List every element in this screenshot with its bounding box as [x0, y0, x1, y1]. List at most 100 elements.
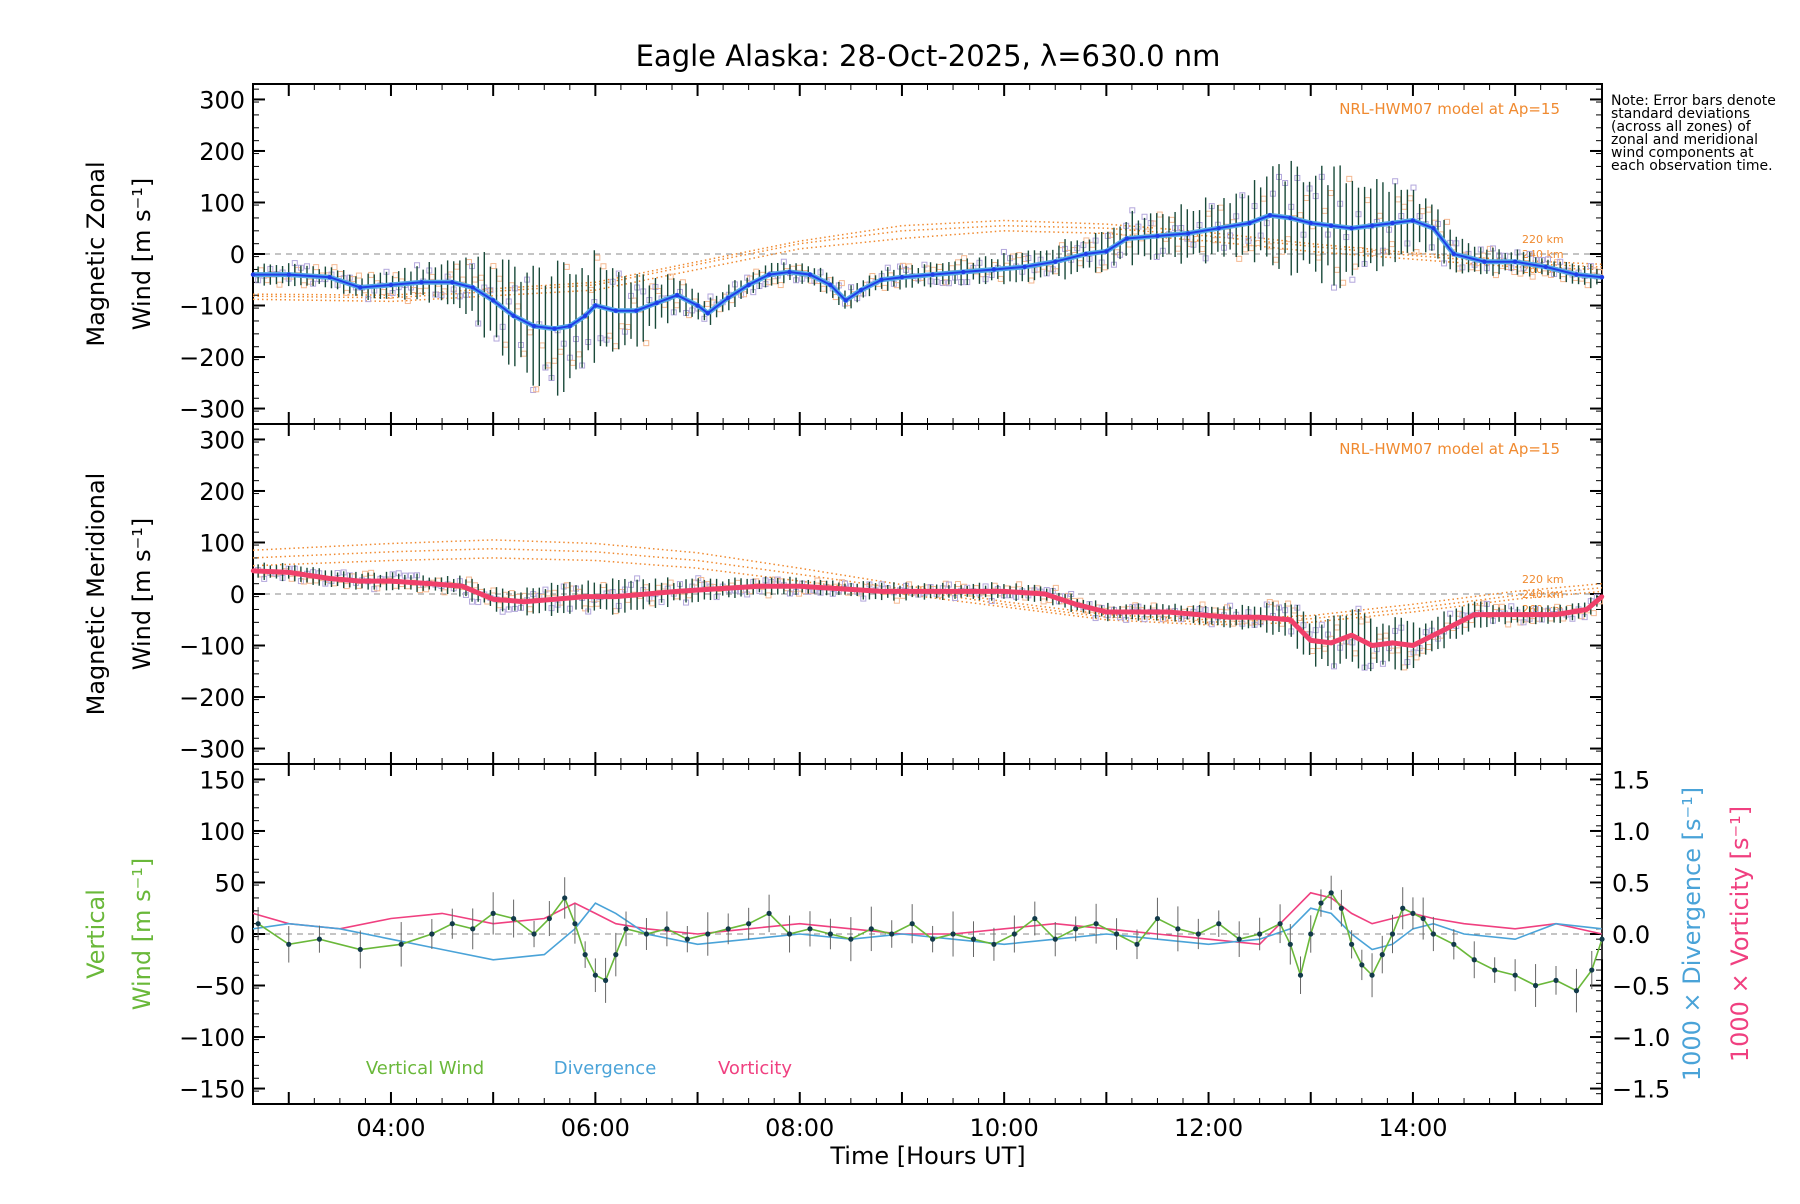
zone-point [1199, 601, 1206, 608]
data-point [1308, 220, 1313, 226]
data-point [1308, 931, 1314, 937]
zone-point [1334, 624, 1341, 631]
data-point [1113, 931, 1120, 937]
y-tick-label: −200 [179, 684, 245, 712]
data-point [1165, 609, 1170, 615]
zone-point [557, 348, 564, 355]
model-line-1 [252, 547, 1603, 624]
zone-point [569, 585, 576, 592]
data-point [1599, 274, 1605, 280]
data-point [797, 584, 802, 589]
observations-meridional [255, 562, 1603, 672]
zone-point [1401, 203, 1408, 210]
series-line-zonal-core [253, 214, 1603, 330]
zone-point [1425, 644, 1432, 651]
zone-point [1444, 218, 1451, 225]
data-point [674, 293, 680, 298]
zone-point [1358, 618, 1365, 625]
zone-point [1560, 276, 1567, 283]
data-point [327, 576, 332, 581]
data-point [1441, 627, 1446, 633]
data-point [250, 568, 256, 574]
zone-point [771, 278, 778, 285]
zone-point [582, 605, 589, 612]
data-point [490, 596, 496, 602]
zone-point [1389, 241, 1396, 248]
y-tick-label: −100 [179, 633, 245, 661]
data-point [970, 936, 977, 942]
zone-point [1016, 252, 1023, 259]
y2-tick-label: 1.0 [1612, 818, 1650, 846]
x-tick-label: 10:00 [970, 1114, 1039, 1142]
y-tick-label: 200 [199, 478, 245, 506]
data-point [1154, 915, 1161, 922]
data-point [920, 589, 925, 594]
data-point [546, 915, 552, 922]
y-tick-label: 100 [199, 189, 245, 217]
zone-point [508, 590, 515, 597]
zone-point [1352, 263, 1359, 270]
zone-point [1217, 204, 1224, 211]
data-point [1247, 220, 1252, 226]
data-point [450, 280, 455, 285]
data-point [1390, 220, 1395, 226]
data-point [991, 267, 997, 272]
y-tick-label: 150 [199, 766, 245, 794]
zone-point [514, 303, 521, 310]
data-point [1216, 921, 1222, 927]
data-point [1573, 988, 1580, 994]
zone-point [520, 350, 527, 357]
data-point [1532, 982, 1539, 989]
zone-point [472, 582, 479, 589]
y-tick-label: −50 [194, 973, 245, 1001]
data-point [1328, 890, 1334, 896]
data-point [490, 298, 496, 303]
data-point [552, 326, 557, 331]
y-tick-label: 0 [230, 921, 245, 949]
data-point [255, 921, 261, 927]
zone-point [1175, 245, 1182, 252]
zone-point [307, 278, 314, 285]
zone-point [1321, 207, 1328, 214]
data-point [398, 941, 404, 947]
data-point [715, 586, 721, 592]
y2-tick-label: 0.5 [1612, 869, 1650, 897]
zone-point [1364, 616, 1371, 623]
data-point [899, 274, 905, 280]
zone-point [417, 587, 424, 594]
legend-item-2: Vorticity [718, 1058, 792, 1079]
zone-point [612, 343, 619, 350]
data-point [1472, 612, 1477, 617]
data-point [1349, 941, 1355, 947]
data-point [1584, 607, 1589, 612]
data-point [756, 584, 762, 589]
data-point [1104, 249, 1109, 254]
zone-point [1340, 279, 1347, 286]
data-point [786, 931, 793, 937]
y-tick-label: 50 [214, 869, 245, 897]
series-line-meridional [252, 568, 1604, 648]
data-point [357, 946, 363, 953]
data-point [1430, 931, 1436, 937]
data-point [766, 272, 772, 277]
y-tick-label: −150 [179, 1076, 245, 1104]
zone-point [569, 359, 576, 366]
data-point [1134, 941, 1140, 947]
data-point [552, 596, 557, 602]
data-point [930, 272, 935, 277]
zone-point [955, 581, 962, 588]
zone-point [1413, 654, 1420, 661]
data-point [879, 277, 884, 282]
y-axis-label-line1: Magnetic Meridional [82, 473, 110, 716]
zone-point [1407, 195, 1414, 202]
zone-point [1309, 648, 1316, 655]
zone-point [753, 268, 760, 275]
zone-point [1223, 604, 1230, 611]
zone-point [1425, 206, 1432, 213]
data-point [1379, 952, 1385, 958]
data-point [1288, 215, 1293, 221]
vertical-wind-errorbars [257, 875, 1603, 1013]
zone-point [1236, 255, 1243, 262]
zone-point [1392, 178, 1399, 185]
